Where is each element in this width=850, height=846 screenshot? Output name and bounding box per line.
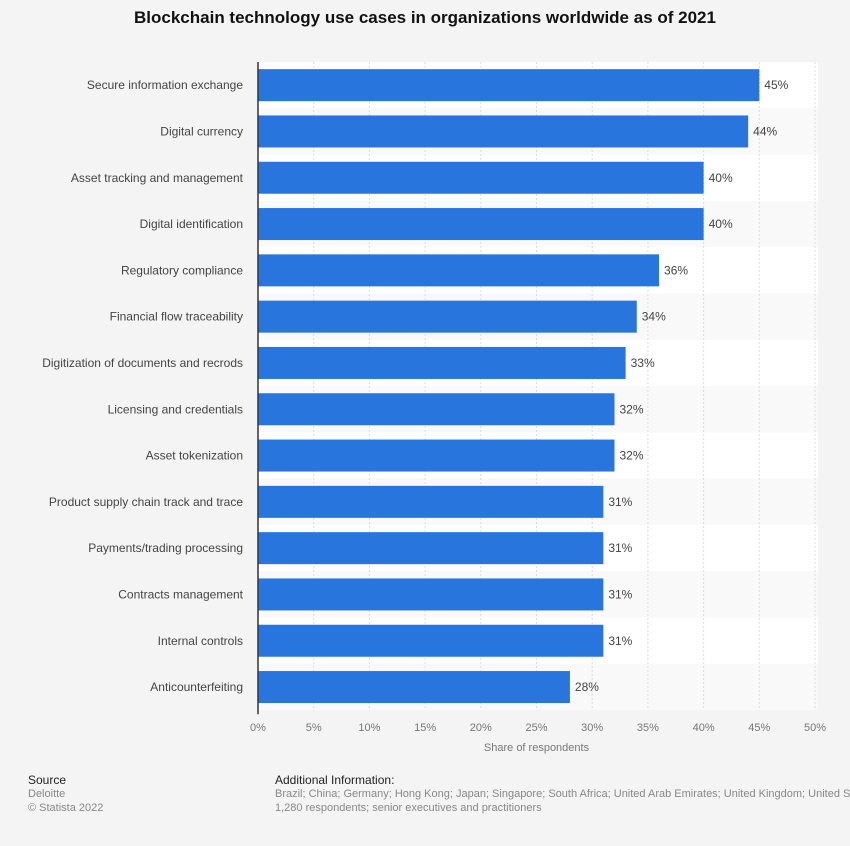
- data-label: 32%: [619, 449, 643, 463]
- bar-chart: 0% 5% 10% 15% 20% 25% 30% 35% 40% 45% 50% Secure in…: [42, 62, 826, 754]
- x-tick-label: 15%: [414, 722, 436, 734]
- bar: [258, 69, 760, 102]
- bar: [258, 578, 604, 611]
- x-tick-label: 35%: [637, 722, 659, 734]
- bar: [258, 161, 704, 194]
- x-tick-label: 25%: [525, 722, 547, 734]
- x-tick-label: 30%: [581, 722, 603, 734]
- bar: [258, 532, 604, 565]
- bar: [258, 115, 749, 148]
- copyright: © Statista 2022: [28, 802, 104, 814]
- data-label: 36%: [664, 263, 688, 277]
- bar: [258, 624, 604, 657]
- category-label: Contracts management: [118, 587, 243, 601]
- category-label: Financial flow traceability: [110, 310, 243, 324]
- data-label: 45%: [764, 78, 788, 92]
- data-label: 31%: [608, 587, 632, 601]
- bar: [258, 208, 704, 241]
- category-label: Digital currency: [160, 124, 243, 138]
- category-label: Payments/trading processing: [88, 541, 243, 555]
- data-label: 32%: [619, 402, 643, 416]
- x-tick-label: 0%: [250, 722, 266, 734]
- data-label: 40%: [709, 171, 733, 185]
- category-label: Internal controls: [158, 634, 243, 648]
- x-tick-label: 40%: [693, 722, 715, 734]
- additional-info-label: Additional Information:: [275, 773, 395, 787]
- x-tick-label: 45%: [748, 722, 770, 734]
- data-label: 31%: [608, 541, 632, 555]
- bar: [258, 346, 626, 379]
- bar: [258, 300, 637, 333]
- category-label: Digital identification: [140, 217, 243, 231]
- category-label: Licensing and credentials: [108, 402, 243, 416]
- source-label: Source: [28, 773, 67, 787]
- data-label: 44%: [753, 124, 777, 138]
- category-label: Regulatory compliance: [121, 263, 243, 277]
- bar: [258, 671, 570, 704]
- x-tick-label: 10%: [358, 722, 380, 734]
- additional-info-countries: Brazil; China; Germany; Hong Kong; Japan…: [275, 788, 850, 800]
- chart-title: Blockchain technology use cases in organ…: [134, 8, 716, 27]
- data-label: 31%: [608, 634, 632, 648]
- x-tick-label: 50%: [804, 722, 826, 734]
- source-value: Deloitte: [28, 788, 66, 800]
- category-label: Asset tracking and management: [71, 171, 244, 185]
- data-label: 40%: [709, 217, 733, 231]
- data-label: 31%: [608, 495, 632, 509]
- bar: [258, 393, 615, 426]
- bar: [258, 254, 660, 287]
- source-block: Source Deloitte © Statista 2022: [28, 773, 103, 815]
- category-label: Secure information exchange: [87, 78, 243, 92]
- data-label: 33%: [631, 356, 655, 370]
- x-axis-title: Share of respondents: [484, 742, 590, 754]
- bar: [258, 439, 615, 472]
- category-label: Digitization of documents and recrods: [42, 356, 243, 370]
- category-label: Asset tokenization: [146, 449, 243, 463]
- data-label: 34%: [642, 310, 666, 324]
- category-label: Product supply chain track and trace: [49, 495, 243, 509]
- category-label: Anticounterfeiting: [150, 680, 243, 694]
- data-label: 28%: [575, 680, 599, 694]
- bar: [258, 485, 604, 518]
- additional-info-block: Additional Information: Brazil; China; G…: [275, 773, 850, 815]
- x-tick-label: 5%: [306, 722, 322, 734]
- x-tick-label: 20%: [470, 722, 492, 734]
- additional-info-respondents: 1,280 respondents; senior executives and…: [275, 802, 542, 814]
